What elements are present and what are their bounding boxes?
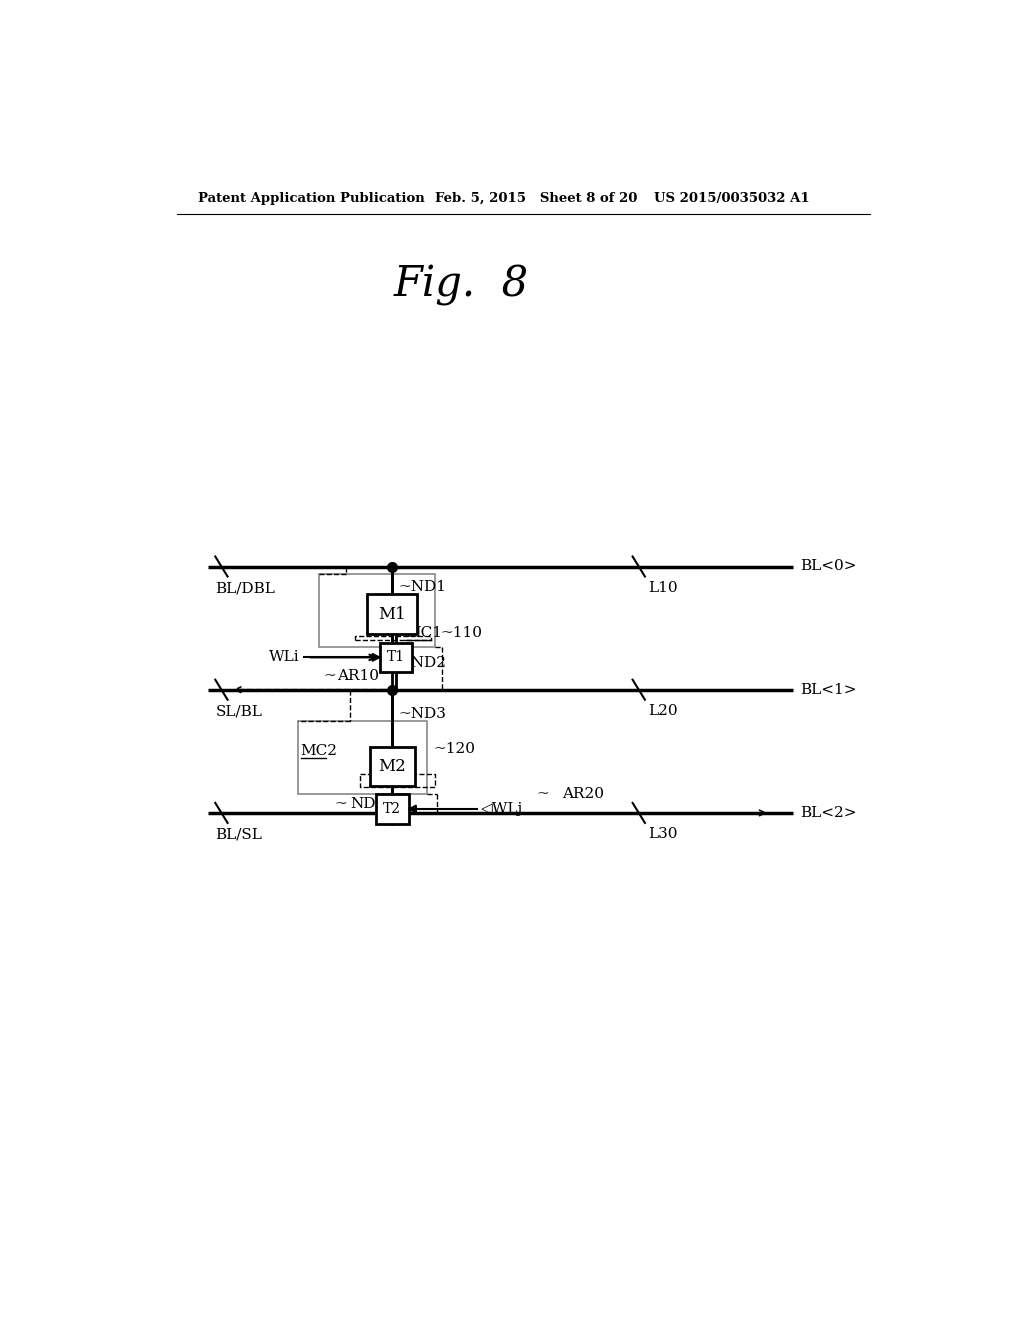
Text: T1: T1	[387, 651, 406, 664]
Text: ~ND3: ~ND3	[398, 706, 446, 721]
Text: ~120: ~120	[433, 742, 475, 756]
Text: BL<0>: BL<0>	[801, 560, 857, 573]
Bar	[376, 795, 409, 824]
Text: ND4: ND4	[350, 797, 385, 810]
Text: ~: ~	[323, 669, 336, 682]
Text: BL<1>: BL<1>	[801, 682, 857, 697]
Bar	[360, 775, 435, 788]
Bar	[370, 747, 415, 785]
Bar	[355, 636, 431, 640]
Text: MC2: MC2	[301, 744, 338, 758]
Text: ~: ~	[536, 787, 549, 801]
Text: M1: M1	[379, 606, 407, 623]
Text: ~: ~	[334, 797, 347, 810]
Text: ◁WLj: ◁WLj	[481, 803, 523, 816]
Text: MC1: MC1	[406, 627, 442, 640]
Polygon shape	[373, 653, 380, 661]
Text: L20: L20	[648, 705, 678, 718]
Text: Fig.  8: Fig. 8	[394, 264, 529, 306]
Bar	[298, 721, 427, 793]
Text: ~ND1: ~ND1	[398, 581, 446, 594]
Text: AR20: AR20	[562, 787, 604, 801]
Bar	[380, 643, 413, 672]
Text: L30: L30	[648, 828, 678, 841]
Text: BL/DBL: BL/DBL	[215, 581, 275, 595]
Text: AR10: AR10	[337, 669, 379, 682]
Text: L10: L10	[648, 581, 678, 595]
Bar	[368, 594, 418, 635]
Text: SL/BL: SL/BL	[215, 705, 262, 718]
Bar	[319, 574, 435, 647]
Text: Feb. 5, 2015   Sheet 8 of 20: Feb. 5, 2015 Sheet 8 of 20	[435, 191, 637, 205]
Text: BL<2>: BL<2>	[801, 807, 857, 820]
Text: Patent Application Publication: Patent Application Publication	[199, 191, 425, 205]
Text: WLi: WLi	[269, 651, 300, 664]
Text: US 2015/0035032 A1: US 2015/0035032 A1	[654, 191, 810, 205]
Text: M2: M2	[379, 758, 407, 775]
Text: ~110: ~110	[441, 627, 483, 640]
Text: BL/SL: BL/SL	[215, 828, 262, 841]
Text: ~ND2: ~ND2	[398, 656, 446, 669]
Text: T2: T2	[383, 803, 401, 816]
Polygon shape	[409, 805, 416, 813]
